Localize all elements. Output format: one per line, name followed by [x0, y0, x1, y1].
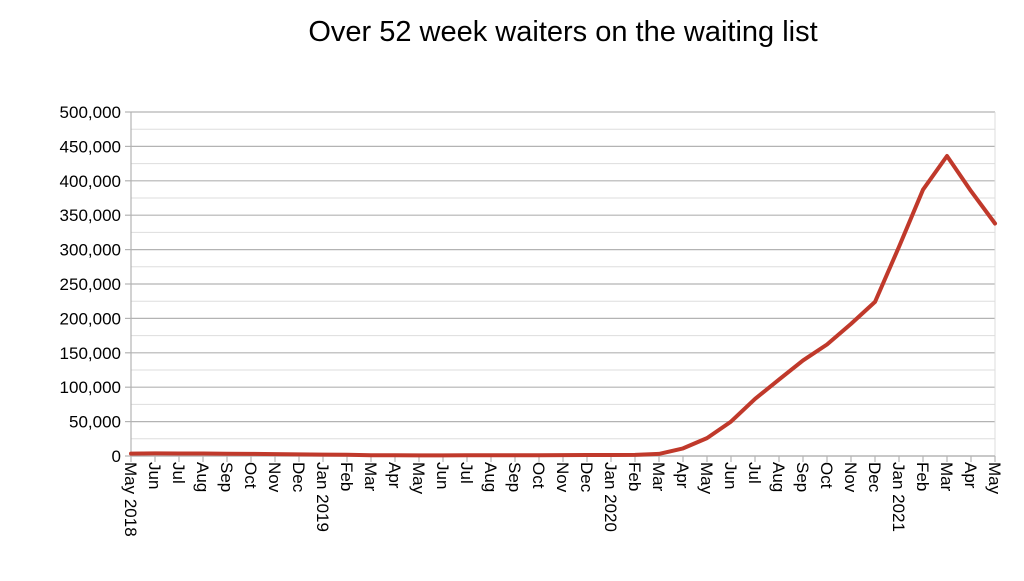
data-point: [539, 455, 540, 456]
data-point: [947, 156, 948, 157]
x-tick-label: Sep: [793, 462, 812, 492]
y-tick-label: 500,000: [60, 103, 121, 122]
data-point: [875, 301, 876, 302]
y-tick-labels: 0 50,000 100,000 150,000 200,000 250,000 300,0…: [60, 103, 121, 466]
data-point: [635, 454, 636, 455]
x-tick-label: May: [985, 462, 1004, 495]
y-tick-label: 200,000: [60, 309, 121, 328]
x-tick-label: Apr: [961, 462, 980, 489]
x-tick-label: Aug: [481, 462, 500, 492]
x-tick-label: Dec: [865, 462, 884, 493]
y-tick-label: 50,000: [69, 413, 121, 432]
y-tick-label: 100,000: [60, 378, 121, 397]
x-tick-label: Jun: [721, 462, 740, 489]
x-tick-label: Mar: [649, 462, 668, 492]
data-point: [755, 398, 756, 399]
x-tick-label: Jun: [433, 462, 452, 489]
data-point: [131, 453, 132, 454]
x-tick-label: Mar: [361, 462, 380, 492]
y-tick-label: 450,000: [60, 137, 121, 156]
x-tick-label: Jul: [457, 462, 476, 484]
y-tick-label: 250,000: [60, 275, 121, 294]
data-point: [179, 453, 180, 454]
data-point: [515, 455, 516, 456]
data-point: [299, 454, 300, 455]
data-point: [323, 454, 324, 455]
data-point: [275, 454, 276, 455]
data-point: [683, 448, 684, 449]
series: [129, 154, 997, 458]
x-tick-label: Feb: [913, 462, 932, 491]
x-tick-label: Mar: [937, 462, 956, 492]
data-point: [851, 323, 852, 324]
series-line: [129, 154, 997, 458]
data-point: [611, 454, 612, 455]
x-tick-label: Jul: [745, 462, 764, 484]
x-tick-label: Sep: [217, 462, 236, 492]
x-tick-label: Feb: [625, 462, 644, 491]
data-point: [827, 344, 828, 345]
y-tick-label: 350,000: [60, 206, 121, 225]
data-point: [563, 455, 564, 456]
y-tick-label: 300,000: [60, 241, 121, 260]
data-point: [731, 421, 732, 422]
x-tick-label: Jul: [169, 462, 188, 484]
x-tick-label: May: [409, 462, 428, 495]
data-point: [347, 454, 348, 455]
gridlines: [131, 111, 995, 457]
chart-title: Over 52 week waiters on the waiting list: [308, 16, 818, 48]
x-tick-label: Dec: [577, 462, 596, 493]
x-tick-label: Nov: [841, 462, 860, 493]
x-tick-label: Oct: [529, 462, 548, 489]
x-tick-label: Jan 2021: [889, 462, 908, 532]
data-point: [971, 191, 972, 192]
x-tick-label: May: [697, 462, 716, 495]
x-tick-label: Feb: [337, 462, 356, 491]
data-point: [491, 455, 492, 456]
x-tick-label: Oct: [241, 462, 260, 489]
axes: [125, 111, 996, 462]
x-tick-label: Jan 2020: [601, 462, 620, 532]
data-point: [899, 246, 900, 247]
y-tick-label: 150,000: [60, 344, 121, 363]
x-tick-label: Aug: [193, 462, 212, 492]
y-tick-label: 400,000: [60, 172, 121, 191]
data-point: [467, 455, 468, 456]
data-point: [995, 223, 996, 224]
x-tick-labels: May 2018 Jun Jul Aug Sep Oct Nov Dec Jan 2019 Feb…: [121, 462, 1004, 537]
x-tick-label: May 2018: [121, 462, 140, 537]
data-point: [587, 455, 588, 456]
x-tick-label: Oct: [817, 462, 836, 489]
data-point: [371, 455, 372, 456]
data-point: [779, 379, 780, 380]
data-point: [923, 189, 924, 190]
x-tick-label: Sep: [505, 462, 524, 492]
x-tick-label: Jun: [145, 462, 164, 489]
data-point: [203, 453, 204, 454]
data-point: [707, 438, 708, 439]
x-tick-label: Dec: [289, 462, 308, 493]
data-point: [803, 360, 804, 361]
x-tick-label: Apr: [385, 462, 404, 489]
data-point: [251, 453, 252, 454]
data-point: [659, 453, 660, 454]
data-point: [155, 453, 156, 454]
x-tick-label: Nov: [265, 462, 284, 493]
x-tick-label: Apr: [673, 462, 692, 489]
x-tick-label: Aug: [769, 462, 788, 492]
data-point: [419, 455, 420, 456]
data-point: [443, 455, 444, 456]
y-tick-label: 0: [112, 447, 121, 466]
data-point: [227, 453, 228, 454]
data-point: [395, 455, 396, 456]
x-tick-label: Nov: [553, 462, 572, 493]
x-tick-label: Jan 2019: [313, 462, 332, 532]
